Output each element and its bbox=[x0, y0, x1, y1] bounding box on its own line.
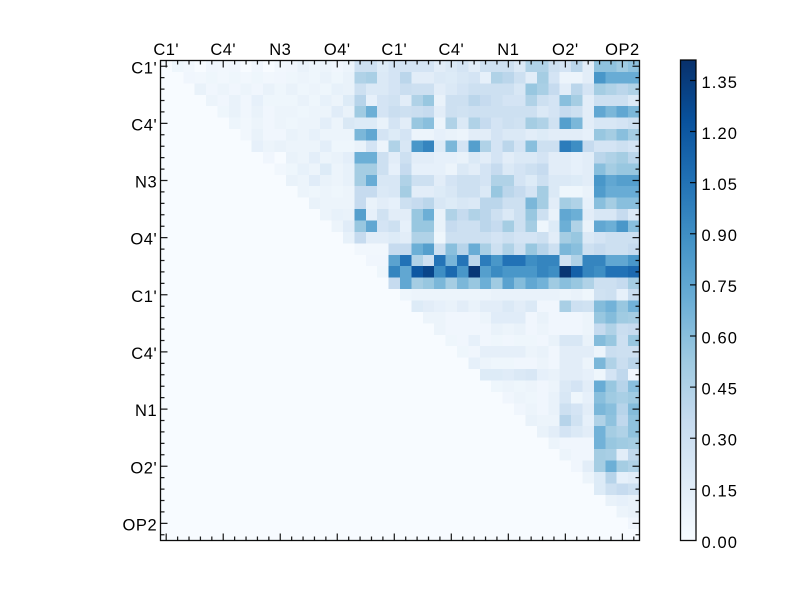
svg-text:0.45: 0.45 bbox=[702, 380, 739, 398]
svg-text:C1': C1' bbox=[381, 41, 407, 59]
svg-text:O4': O4' bbox=[324, 41, 351, 59]
svg-text:C1': C1' bbox=[131, 59, 157, 77]
svg-text:0.30: 0.30 bbox=[702, 432, 739, 450]
svg-text:C4': C4' bbox=[131, 345, 157, 363]
svg-text:1.05: 1.05 bbox=[702, 176, 739, 194]
svg-text:C1': C1' bbox=[131, 288, 157, 306]
svg-text:0.15: 0.15 bbox=[702, 483, 739, 501]
svg-text:N3: N3 bbox=[135, 174, 157, 192]
svg-text:C1': C1' bbox=[153, 41, 179, 59]
svg-text:O4': O4' bbox=[130, 231, 157, 249]
svg-text:C4': C4' bbox=[438, 41, 464, 59]
svg-text:O2': O2' bbox=[130, 459, 157, 477]
svg-text:N3: N3 bbox=[269, 41, 291, 59]
svg-text:0.00: 0.00 bbox=[702, 534, 739, 552]
svg-text:0.60: 0.60 bbox=[702, 329, 739, 347]
svg-text:1.35: 1.35 bbox=[702, 74, 739, 92]
svg-text:OP2: OP2 bbox=[122, 516, 157, 534]
svg-text:N1: N1 bbox=[497, 41, 519, 59]
svg-text:0.90: 0.90 bbox=[702, 227, 739, 245]
svg-text:C4': C4' bbox=[210, 41, 236, 59]
svg-text:0.75: 0.75 bbox=[702, 278, 739, 296]
svg-text:N1: N1 bbox=[135, 402, 157, 420]
svg-text:OP2: OP2 bbox=[605, 41, 640, 59]
svg-text:1.20: 1.20 bbox=[702, 125, 739, 143]
svg-text:O2': O2' bbox=[552, 41, 579, 59]
svg-text:C4': C4' bbox=[131, 116, 157, 134]
